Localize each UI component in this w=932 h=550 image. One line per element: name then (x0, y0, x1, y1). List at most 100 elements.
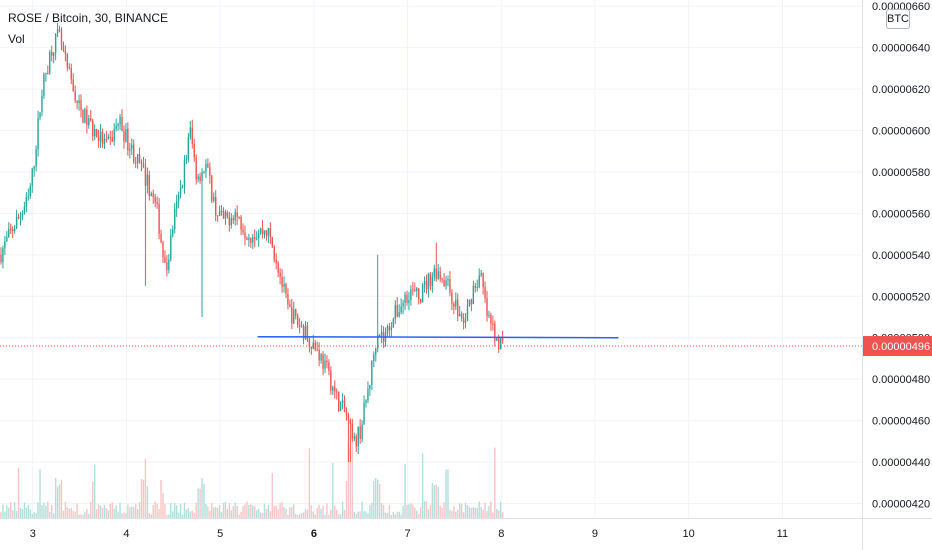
volume-bar (449, 509, 451, 518)
volume-bar (322, 506, 324, 518)
volume-bar (4, 511, 6, 518)
candle-body (390, 327, 393, 331)
candle-body (117, 124, 119, 126)
candle-body (101, 131, 104, 144)
volume-bar (109, 503, 111, 518)
candle-body (103, 139, 106, 144)
candle-body (168, 259, 170, 270)
volume-bar (324, 514, 326, 518)
candle-body (17, 217, 20, 219)
volume-bar (162, 493, 164, 518)
volume-bar (236, 505, 238, 518)
candle-body (27, 196, 30, 198)
volume-bar (418, 514, 420, 518)
volume-bar (357, 511, 359, 518)
volume-bar (462, 512, 465, 518)
candle-body (394, 305, 396, 319)
candle-body (320, 354, 322, 361)
candle-body (355, 436, 357, 447)
volume-bar (13, 501, 16, 518)
candle-body (121, 116, 123, 132)
candle-body (406, 294, 408, 303)
time-tick-label: 9 (592, 528, 598, 540)
time-tick-label: 4 (123, 528, 129, 540)
candle-body (427, 273, 430, 290)
volume-bar (281, 501, 283, 518)
candle-body (236, 212, 238, 217)
volume-bar (308, 448, 311, 518)
volume-bar (349, 449, 352, 518)
volume-bar (10, 502, 12, 518)
volume-bar (72, 510, 74, 518)
volume-bar (136, 509, 139, 518)
candle-body (207, 163, 209, 168)
volume-bar (29, 509, 31, 518)
candle-body (408, 300, 410, 303)
volume-bar (90, 502, 92, 518)
volume-bar (318, 504, 320, 518)
volume-bar (455, 511, 457, 518)
time-tick-label: 10 (683, 528, 695, 540)
candle-body (431, 276, 434, 287)
candle-body (62, 45, 65, 51)
volume-bar (464, 502, 467, 518)
price-tick-label: 0.00000440 (872, 457, 930, 469)
candle-body (246, 237, 248, 240)
candle-body (378, 334, 381, 336)
volume-bar (95, 509, 98, 518)
volume-bar (201, 478, 203, 518)
volume-bar (466, 505, 469, 518)
volume-bar (419, 507, 422, 518)
volume-bar (82, 514, 84, 518)
volume-bar (216, 507, 219, 518)
candle-body (136, 154, 139, 163)
candle-body (357, 426, 359, 447)
volume-bar (488, 505, 490, 518)
candle-body (283, 284, 285, 287)
candle-body (334, 387, 336, 392)
volume-bar (127, 504, 129, 518)
volume-bar (486, 511, 488, 518)
candles[interactable] (0, 22, 504, 463)
volume-bar (429, 504, 432, 518)
price-tick-label: 0.00000420 (872, 498, 930, 510)
volume-bar (382, 504, 385, 518)
symbol-title: ROSE / Bitcoin, 30, BINANCE (8, 11, 169, 25)
volume-bar (347, 443, 350, 518)
volume-bar (421, 453, 424, 518)
volume-bar (439, 505, 441, 518)
candle-body (341, 400, 344, 403)
volume-bar (101, 508, 104, 518)
time-tick-label: 3 (30, 528, 36, 540)
volume-bar (380, 503, 383, 518)
volume-bar (80, 514, 82, 518)
candle-body (287, 293, 289, 305)
candle-body (191, 127, 193, 144)
volume-bar (103, 504, 106, 518)
volume-bar (62, 510, 65, 518)
candle-body (177, 194, 180, 202)
currency-badge[interactable]: BTC (886, 9, 910, 29)
volume-bar (457, 509, 459, 518)
volume-bar (254, 506, 256, 518)
overlays[interactable] (0, 335, 862, 347)
volume-bar (238, 514, 240, 518)
volume-bar (25, 507, 28, 518)
volume-bar (275, 505, 277, 518)
candle-body (480, 273, 482, 276)
candle-body (310, 347, 313, 349)
volume-bar (353, 512, 355, 518)
volume-bar (117, 511, 119, 518)
volume-bar (302, 512, 305, 518)
volume-bar (214, 506, 217, 518)
volume-bar (131, 506, 133, 518)
volume-bar (183, 502, 186, 518)
volume-bar (287, 514, 289, 518)
candle-body (337, 391, 340, 412)
candle-body (482, 273, 484, 288)
volume-bar (154, 501, 156, 518)
volume-bar (226, 508, 229, 518)
